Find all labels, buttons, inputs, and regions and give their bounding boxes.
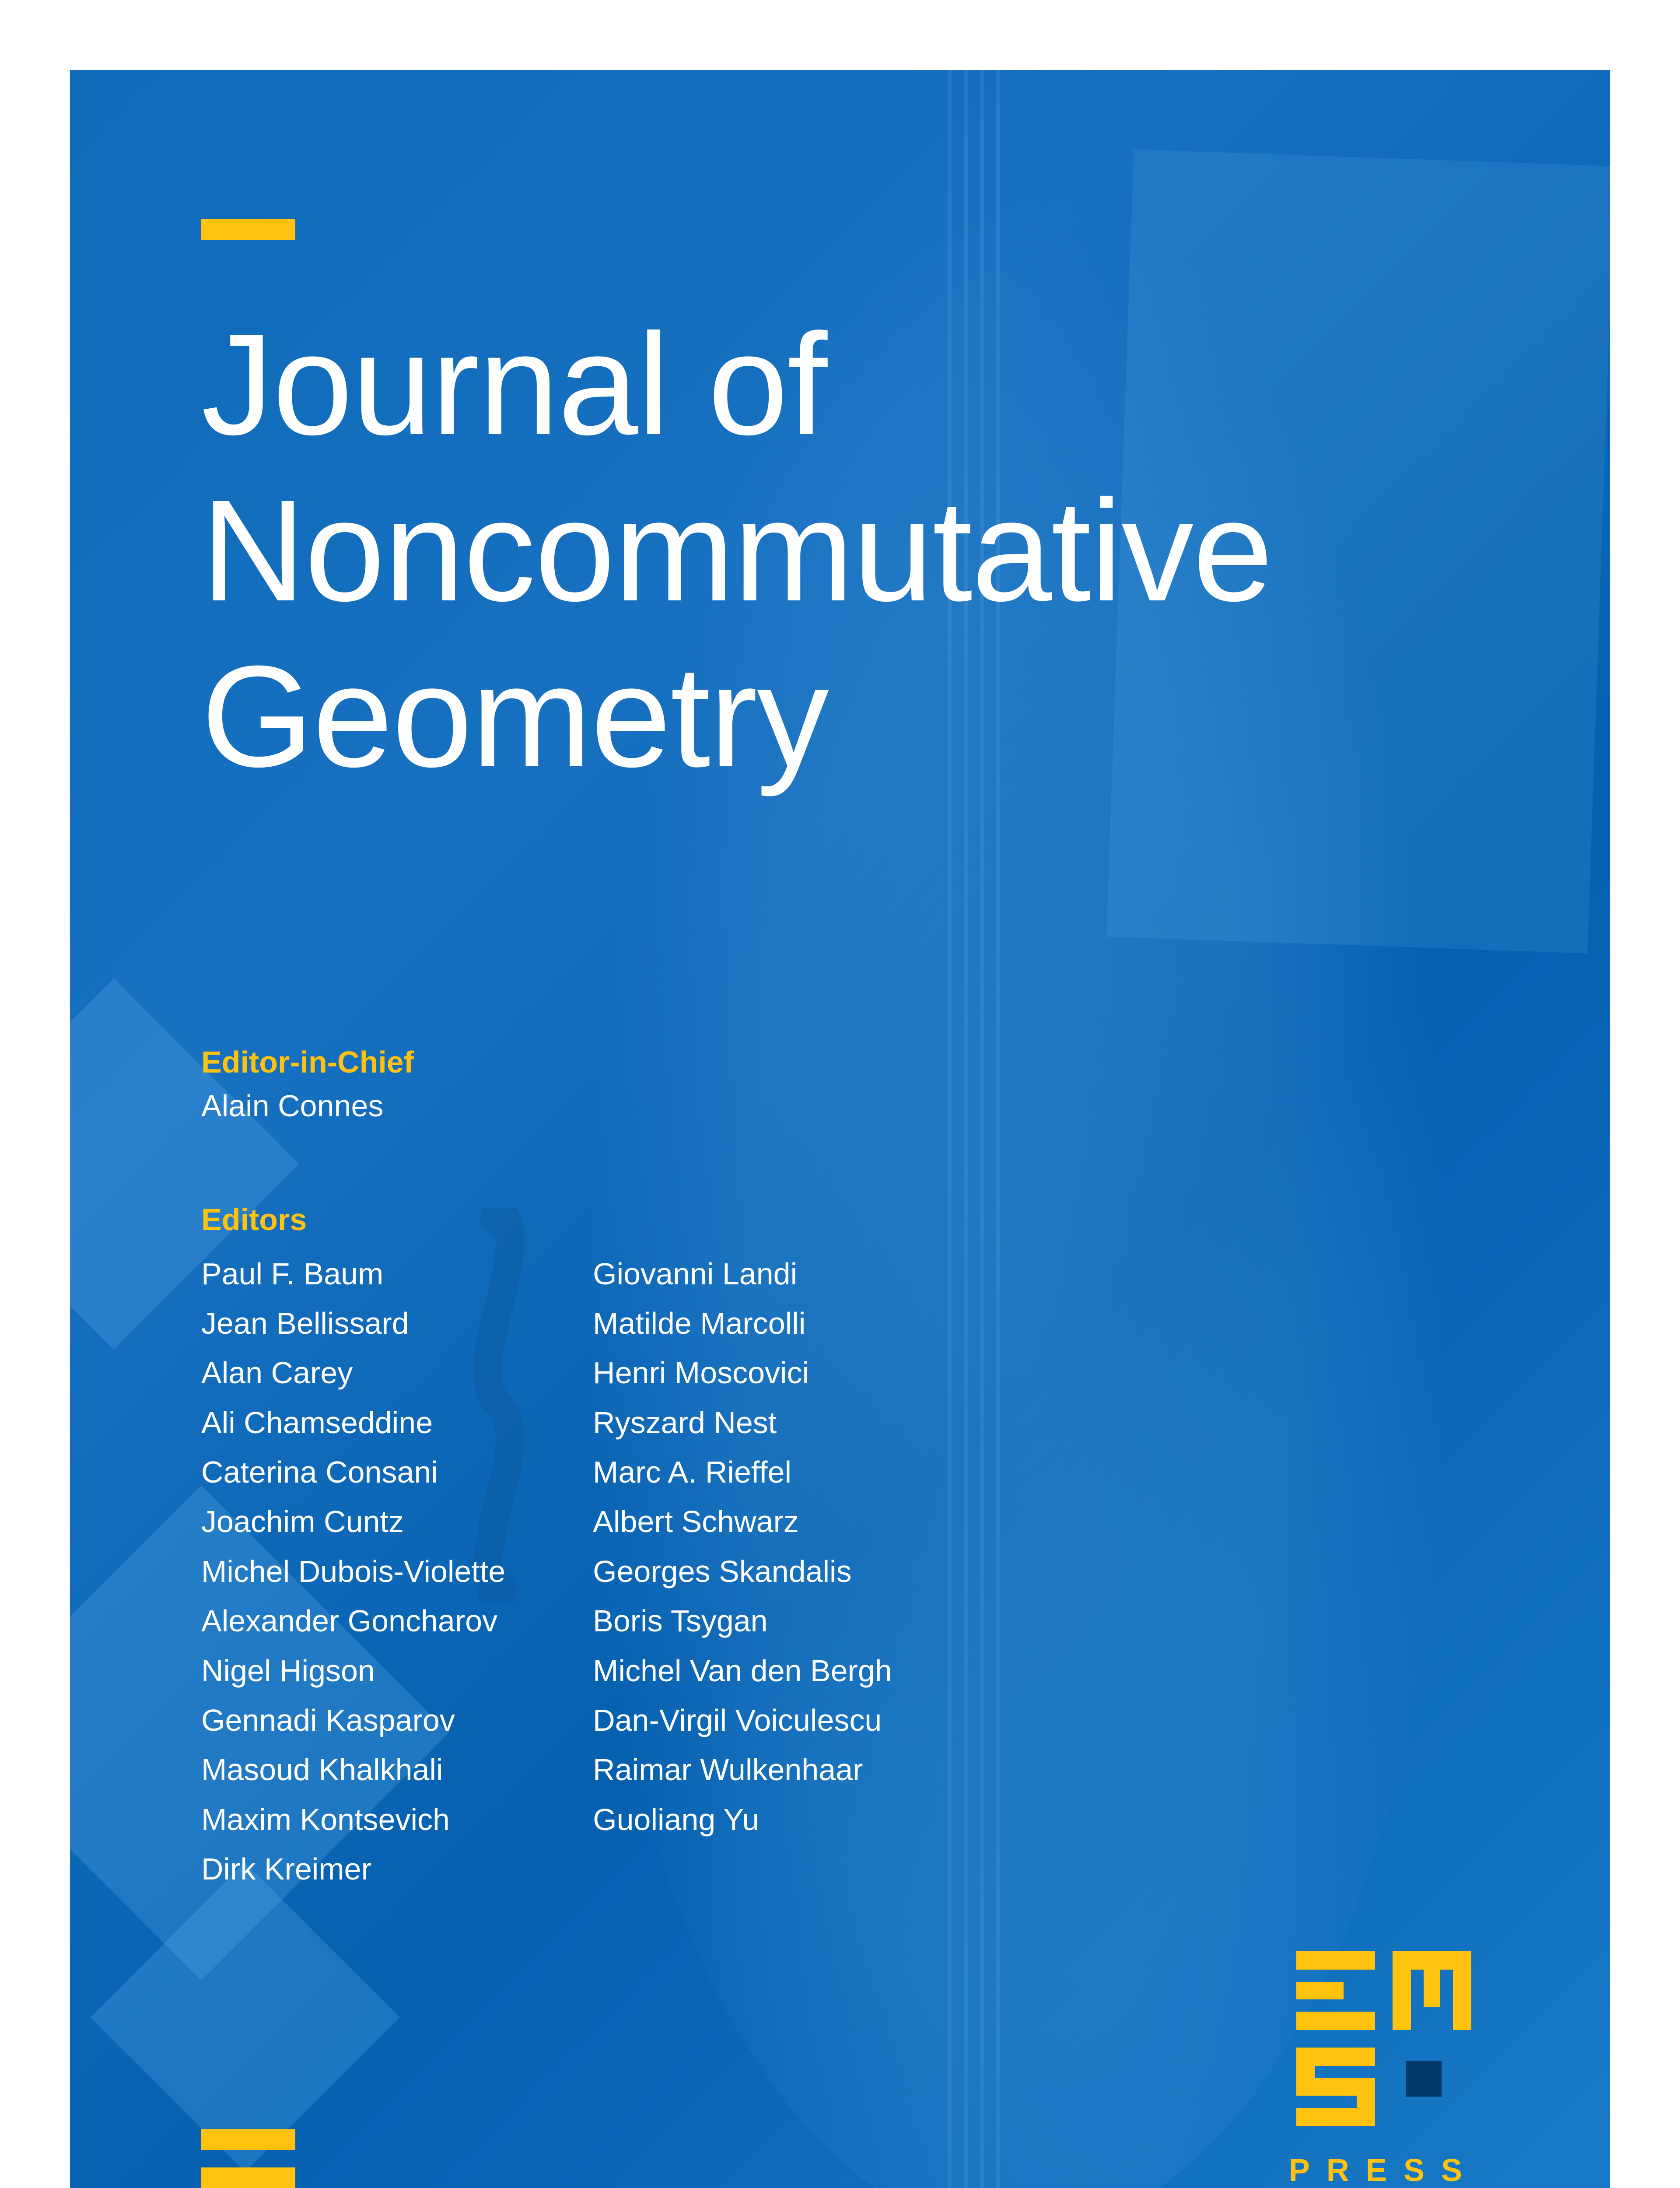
logo-press-text: PRESS <box>1289 2153 1479 2188</box>
title-line: Noncommutative <box>201 470 1272 631</box>
cover-content: Journal of Noncommutative Geometry Edito… <box>201 219 1479 1894</box>
editor-name: Henri Moscovici <box>593 1348 892 1398</box>
editor-name: Michel Van den Bergh <box>593 1646 892 1696</box>
editor-in-chief-block: Editor-in-Chief Alain Connes <box>201 1045 1479 1123</box>
editor-name: Guoliang Yu <box>593 1795 892 1844</box>
journal-cover: Journal of Noncommutative Geometry Edito… <box>70 70 1610 2188</box>
editor-name: Maxim Kontsevich <box>201 1795 505 1844</box>
editor-name: Georges Skandalis <box>593 1547 892 1596</box>
editor-name: Jean Bellissard <box>201 1299 505 1348</box>
editor-name: Matilde Marcolli <box>593 1299 892 1348</box>
logo-letter-e-icon <box>1296 1951 1375 2030</box>
accent-bar <box>201 2167 295 2188</box>
editors-column-1: Paul F. BaumJean BellissardAlan CareyAli… <box>201 1249 505 1894</box>
accent-bar-top <box>201 219 295 240</box>
journal-title: Journal of Noncommutative Geometry <box>201 301 1479 799</box>
title-line: Geometry <box>201 635 828 797</box>
ems-press-logo: PRESS <box>1289 1951 1479 2188</box>
logo-letter-m-icon <box>1393 1951 1471 2030</box>
editor-name: Dan-Virgil Voiculescu <box>593 1696 892 1745</box>
editor-name: Raimar Wulkenhaar <box>593 1745 892 1795</box>
editor-name: Albert Schwarz <box>593 1497 892 1546</box>
editor-name: Boris Tsygan <box>593 1596 892 1646</box>
editor-name: Masoud Khalkhali <box>201 1745 505 1795</box>
editors-block: Editors Paul F. BaumJean BellissardAlan … <box>201 1202 1479 1894</box>
editor-name: Alexander Goncharov <box>201 1596 505 1646</box>
accent-bars-bottom <box>201 2129 295 2188</box>
editor-name: Dirk Kreimer <box>201 1844 505 1894</box>
editor-name: Joachim Cuntz <box>201 1497 505 1546</box>
editor-name: Ryszard Nest <box>593 1398 892 1448</box>
logo-letter-s-icon <box>1296 2048 1375 2126</box>
editor-name: Nigel Higson <box>201 1646 505 1696</box>
editor-name: Marc A. Rieffel <box>593 1448 892 1497</box>
deco-diamond <box>90 1862 399 2172</box>
editor-in-chief-label: Editor-in-Chief <box>201 1045 1479 1080</box>
editors-label: Editors <box>201 1202 1479 1237</box>
logo-glyphs <box>1296 1951 1471 2126</box>
accent-bar <box>201 2129 295 2150</box>
editor-name: Giovanni Landi <box>593 1249 892 1299</box>
editor-in-chief-name: Alain Connes <box>201 1088 1479 1123</box>
editors-column-2: Giovanni LandiMatilde MarcolliHenri Mosc… <box>593 1249 892 1894</box>
editor-name: Michel Dubois-Violette <box>201 1547 505 1596</box>
editor-name: Gennadi Kasparov <box>201 1696 505 1745</box>
editor-name: Ali Chamseddine <box>201 1398 505 1448</box>
logo-square-icon <box>1406 2061 1442 2097</box>
editor-name: Paul F. Baum <box>201 1249 505 1299</box>
editor-name: Alan Carey <box>201 1348 505 1398</box>
title-line: Journal of <box>201 303 826 465</box>
editors-columns: Paul F. BaumJean BellissardAlan CareyAli… <box>201 1249 1479 1894</box>
editor-name: Caterina Consani <box>201 1448 505 1497</box>
